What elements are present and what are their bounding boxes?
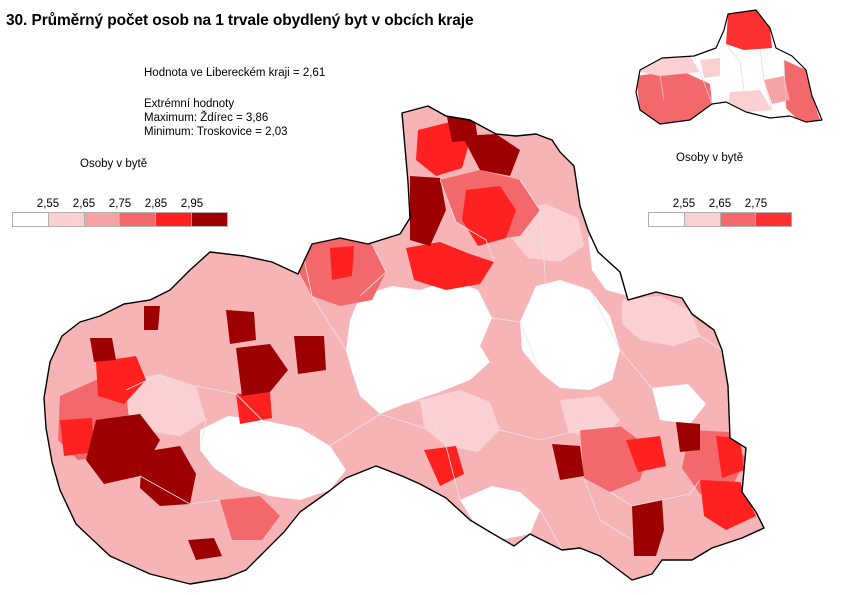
- area-max-north-2: [462, 134, 520, 176]
- inset-legend-title: Osoby v bytě: [676, 152, 744, 164]
- municipality-fills: [43, 105, 765, 585]
- region-value-text: Hodnota ve Libereckém kraji = 2,61: [144, 67, 326, 79]
- inset-area-east-center: [764, 76, 790, 104]
- municipality-borders: [125, 179, 723, 551]
- area-max-east: [676, 422, 700, 452]
- inset-legend-swatch: [683, 213, 720, 226]
- area-light-east: [622, 296, 700, 346]
- area-max-west-3: [90, 338, 116, 362]
- inset-legend-tick: 2,65: [708, 198, 732, 210]
- area-high-north-3: [406, 242, 494, 290]
- main-legend-swatch: [155, 213, 192, 226]
- area-max-south-west: [188, 538, 222, 560]
- main-legend-tick: 2,95: [180, 198, 204, 210]
- area-max-south-east: [632, 500, 664, 556]
- area-max-north-strip: [410, 176, 446, 246]
- area-low-center: [346, 280, 492, 414]
- area-max-west-north: [226, 310, 256, 344]
- extremes-block: Extrémní hodnoty Maximum: Ždírec = 3,86 …: [144, 97, 287, 139]
- area-max-west-2: [140, 446, 196, 506]
- area-high-east: [716, 436, 744, 478]
- inset-legend-ticks: 2,55 2,65 2,75: [648, 198, 792, 212]
- area-low-east: [520, 280, 620, 390]
- inset-legend-swatch: [719, 213, 756, 226]
- area-high-north-small: [330, 246, 354, 280]
- main-legend-tick: 2,55: [36, 198, 60, 210]
- inset-legend-swatches: [648, 212, 792, 227]
- inset-legend: 2,55 2,65 2,75: [648, 198, 792, 227]
- extremes-heading: Extrémní hodnoty: [144, 98, 235, 110]
- area-max-center: [294, 336, 326, 374]
- inset-area-north: [726, 10, 772, 50]
- inset-legend-tick: 2,75: [744, 198, 768, 210]
- inset-area-south: [728, 90, 772, 112]
- inset-map: [635, 9, 823, 125]
- area-low-east-small: [652, 384, 706, 424]
- main-legend-swatch: [47, 213, 84, 226]
- inset-legend-swatch: [648, 213, 684, 226]
- main-legend-ticks: 2,55 2,65 2,75 2,85 2,95: [12, 198, 228, 212]
- main-legend-swatch: [119, 213, 156, 226]
- extreme-minimum: Minimum: Troskovice = 2,03: [144, 126, 288, 138]
- inset-legend-swatch: [755, 213, 791, 226]
- main-legend-swatch: [12, 213, 48, 226]
- main-legend-swatch: [83, 213, 120, 226]
- area-max-west-center: [236, 344, 288, 396]
- area-light-center-south: [420, 390, 500, 452]
- area-high-west-1: [96, 356, 146, 404]
- inset-area-center-north: [700, 58, 720, 78]
- main-legend-title: Osoby v bytě: [80, 158, 148, 170]
- area-max-south-center: [552, 444, 584, 480]
- area-high-north-2: [462, 186, 516, 246]
- main-legend: 2,55 2,65 2,75 2,85 2,95: [12, 198, 228, 227]
- extreme-maximum: Maximum: Ždírec = 3,86: [144, 112, 269, 124]
- map-title: 30. Průměrný počet osob na 1 trvale obyd…: [6, 12, 474, 29]
- area-mid-southwest: [220, 496, 280, 540]
- area-high-west-center: [236, 392, 272, 424]
- main-legend-swatch: [191, 213, 227, 226]
- area-max-west-small: [144, 306, 160, 330]
- main-legend-tick: 2,75: [108, 198, 132, 210]
- inset-area-west: [636, 70, 712, 124]
- main-legend-swatches: [12, 212, 228, 227]
- area-high-east-center: [626, 436, 666, 472]
- area-high-west-2: [60, 418, 94, 456]
- main-legend-tick: 2,85: [144, 198, 168, 210]
- inset-borders: [659, 43, 787, 111]
- inset-area-east: [784, 60, 820, 122]
- main-legend-tick: 2,65: [72, 198, 96, 210]
- area-low-southwest: [200, 416, 346, 500]
- inset-legend-tick: 2,55: [672, 198, 696, 210]
